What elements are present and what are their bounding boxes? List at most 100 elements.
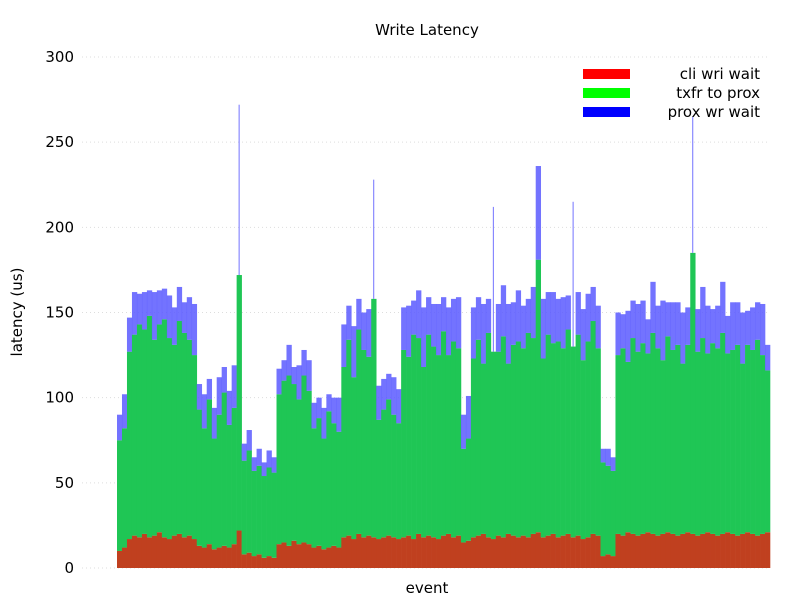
bar-txfr-to-prox xyxy=(540,358,546,538)
bar-txfr-to-prox xyxy=(346,339,352,536)
bar-prox-wr-wait xyxy=(615,312,621,356)
y-tick-label: 300 xyxy=(45,48,74,66)
bar-txfr-to-prox xyxy=(416,338,422,534)
bar-txfr-to-prox xyxy=(236,275,242,531)
bar-cli-wri-wait xyxy=(401,537,407,568)
bar-prox-wr-wait xyxy=(376,385,382,420)
bar-cli-wri-wait xyxy=(495,535,502,568)
bar-cli-wri-wait xyxy=(251,556,257,568)
bar-prox-wr-wait xyxy=(590,286,596,322)
bar-cli-wri-wait xyxy=(411,539,417,568)
y-tick-label: 100 xyxy=(45,389,74,407)
bar-cli-wri-wait xyxy=(575,535,581,568)
bar-cli-wri-wait xyxy=(475,535,482,568)
bar-txfr-to-prox xyxy=(560,348,566,536)
bar-txfr-to-prox xyxy=(231,407,237,545)
bar-cli-wri-wait xyxy=(685,532,691,568)
bar-txfr-to-prox xyxy=(600,462,606,557)
bar-txfr-to-prox xyxy=(131,334,138,536)
bar-cli-wri-wait xyxy=(465,540,472,568)
bar-txfr-to-prox xyxy=(650,332,656,534)
legend-label: txfr to prox xyxy=(676,84,760,102)
bar-prox-wr-wait xyxy=(525,298,532,333)
bar-prox-wr-wait xyxy=(186,297,193,340)
bar-prox-wr-wait xyxy=(705,305,711,354)
bar-cli-wri-wait xyxy=(131,535,138,568)
bar-cli-wri-wait xyxy=(386,535,392,568)
bar-prox-wr-wait xyxy=(291,367,297,385)
bar-cli-wri-wait xyxy=(545,535,551,568)
bar-txfr-to-prox xyxy=(550,343,556,534)
bar-prox-wr-wait xyxy=(480,303,487,364)
bar-txfr-to-prox xyxy=(171,344,178,536)
bar-prox-wr-wait xyxy=(445,307,452,356)
bar-prox-wr-wait xyxy=(238,104,240,276)
bar-cli-wri-wait xyxy=(301,542,307,568)
bar-txfr-to-prox xyxy=(336,431,342,548)
bar-cli-wri-wait xyxy=(281,542,287,568)
bar-prox-wr-wait xyxy=(373,179,375,299)
bar-txfr-to-prox xyxy=(515,341,522,538)
bar-txfr-to-prox xyxy=(615,355,621,534)
bar-prox-wr-wait xyxy=(540,298,546,359)
bar-cli-wri-wait xyxy=(555,537,561,568)
bar-cli-wri-wait xyxy=(376,539,382,568)
bar-prox-wr-wait xyxy=(745,310,751,345)
bar-cli-wri-wait xyxy=(535,532,542,568)
bar-prox-wr-wait xyxy=(450,298,457,342)
bar-txfr-to-prox xyxy=(401,349,407,538)
bar-prox-wr-wait xyxy=(710,309,716,344)
bar-txfr-to-prox xyxy=(645,353,651,533)
bar-cli-wri-wait xyxy=(346,535,352,568)
bar-txfr-to-prox xyxy=(715,348,721,536)
bar-txfr-to-prox xyxy=(391,414,397,538)
bar-txfr-to-prox xyxy=(675,344,681,536)
bar-prox-wr-wait xyxy=(256,448,262,466)
bar-txfr-to-prox xyxy=(371,298,377,538)
bar-txfr-to-prox xyxy=(291,384,297,541)
bar-cli-wri-wait xyxy=(166,539,173,568)
bar-txfr-to-prox xyxy=(595,348,601,536)
bar-txfr-to-prox xyxy=(181,332,188,538)
bar-txfr-to-prox xyxy=(455,348,462,536)
bar-prox-wr-wait xyxy=(725,315,731,354)
bar-cli-wri-wait xyxy=(351,539,357,568)
bar-prox-wr-wait xyxy=(485,298,492,333)
bar-cli-wri-wait xyxy=(191,539,198,568)
bar-cli-wri-wait xyxy=(406,535,412,568)
bar-prox-wr-wait xyxy=(246,430,252,451)
bar-prox-wr-wait xyxy=(640,300,646,344)
bar-txfr-to-prox xyxy=(126,351,133,540)
bar-txfr-to-prox xyxy=(246,450,252,553)
bar-prox-wr-wait xyxy=(692,116,694,253)
bar-prox-wr-wait xyxy=(411,300,417,335)
bar-txfr-to-prox xyxy=(630,338,636,534)
bar-cli-wri-wait xyxy=(715,535,721,568)
bar-prox-wr-wait xyxy=(535,166,542,260)
bar-cli-wri-wait xyxy=(550,533,556,568)
bar-cli-wri-wait xyxy=(426,535,432,568)
bar-prox-wr-wait xyxy=(665,302,671,337)
bar-cli-wri-wait xyxy=(201,547,208,568)
x-axis-label: event xyxy=(406,579,449,597)
bar-prox-wr-wait xyxy=(206,378,213,400)
bar-prox-wr-wait xyxy=(610,457,616,471)
bar-cli-wri-wait xyxy=(306,544,312,568)
bar-prox-wr-wait xyxy=(416,290,422,339)
bar-txfr-to-prox xyxy=(226,424,232,548)
bar-cli-wri-wait xyxy=(680,533,686,568)
bar-txfr-to-prox xyxy=(216,414,222,548)
bar-cli-wri-wait xyxy=(470,537,477,568)
bar-txfr-to-prox xyxy=(545,334,551,536)
bar-txfr-to-prox xyxy=(326,411,332,548)
bar-prox-wr-wait xyxy=(600,448,606,463)
bar-cli-wri-wait xyxy=(595,535,601,568)
bar-cli-wri-wait xyxy=(625,532,631,568)
bar-txfr-to-prox xyxy=(665,336,671,533)
bar-prox-wr-wait xyxy=(296,365,302,400)
bar-cli-wri-wait xyxy=(211,549,217,568)
bar-cli-wri-wait xyxy=(650,533,656,568)
bar-txfr-to-prox xyxy=(201,428,208,548)
bar-cli-wri-wait xyxy=(675,535,681,568)
